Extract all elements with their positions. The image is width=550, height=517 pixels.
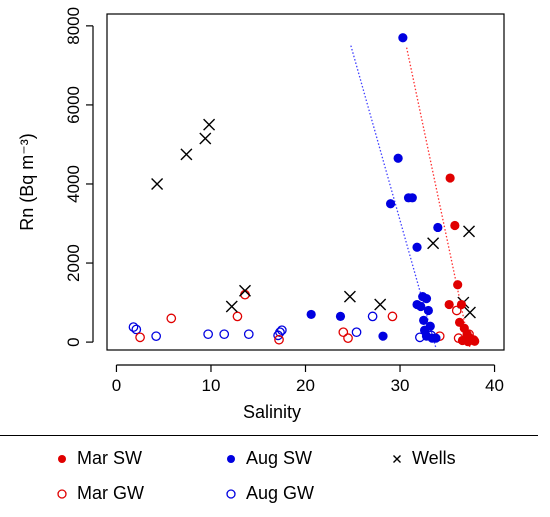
point-mar-sw — [450, 220, 460, 231]
open-red-circle-icon — [57, 488, 67, 499]
point-aug-sw — [335, 311, 346, 321]
point-mar-sw — [456, 299, 467, 310]
plot-frame — [106, 13, 505, 351]
legend-label-mar-sw: Mar SW — [77, 448, 142, 468]
point-wells — [239, 284, 251, 297]
point-mar-gw — [240, 289, 250, 300]
point-mar-sw — [470, 336, 480, 346]
point-wells — [225, 300, 238, 313]
x-axis: 0 10 20 30 40 — [112, 364, 504, 395]
y-axis: 0 2000 4000 6000 8000 — [64, 7, 94, 347]
legend: Mar SW Aug SW Wells Mar GW Aug GW — [0, 435, 550, 515]
filled-red-circle-icon — [58, 454, 66, 463]
y-tick-label: 2000 — [64, 244, 83, 282]
legend-item-wells: Wells — [390, 448, 456, 469]
x-tick-label: 40 — [485, 376, 504, 395]
point-aug-sw — [398, 33, 408, 43]
legend-item-mar-gw: Mar GW — [55, 483, 144, 504]
legend-label-wells: Wells — [412, 448, 456, 468]
y-tick-label: 8000 — [64, 7, 83, 45]
point-mar-gw — [274, 334, 284, 345]
point-aug-gw — [351, 327, 362, 338]
legend-label-aug-sw: Aug SW — [246, 448, 313, 468]
legend-label-mar-gw: Mar GW — [77, 483, 144, 503]
point-aug-sw — [385, 199, 396, 209]
x-tick-label: 20 — [296, 376, 315, 395]
point-mar-gw — [338, 327, 349, 338]
data-points — [128, 33, 480, 347]
point-aug-sw — [433, 222, 443, 233]
point-aug-gw — [367, 311, 378, 322]
point-mar-sw — [453, 280, 463, 290]
point-wells — [463, 306, 476, 319]
point-aug-sw — [431, 333, 441, 343]
y-tick-label: 0 — [64, 337, 83, 346]
point-wells — [463, 225, 476, 238]
open-blue-circle-icon — [226, 488, 236, 499]
point-mar-gw — [451, 305, 462, 316]
point-aug-sw — [378, 331, 388, 341]
point-mar-sw — [444, 299, 454, 310]
point-mar-gw — [343, 333, 353, 343]
legend-divider — [0, 435, 538, 436]
legend-item-mar-sw: Mar SW — [55, 448, 142, 469]
x-axis-title: Salinity — [243, 402, 301, 422]
point-mar-gw — [135, 332, 145, 343]
filled-blue-circle-icon — [227, 454, 235, 463]
point-mar-sw — [463, 337, 473, 347]
y-axis-title: Rn (Bq m⁻³) — [17, 133, 37, 231]
x-tick-label: 10 — [202, 376, 221, 395]
point-mar-gw — [232, 311, 243, 322]
y-tick-label: 4000 — [64, 165, 83, 203]
point-aug-sw — [407, 193, 417, 203]
point-mar-gw — [387, 311, 398, 322]
point-aug-sw — [306, 309, 316, 320]
point-aug-sw — [421, 294, 432, 304]
point-aug-sw — [416, 301, 426, 312]
point-aug-sw — [412, 242, 422, 252]
x-mark-icon — [393, 454, 401, 463]
point-aug-gw — [243, 329, 254, 340]
x-tick-label: 30 — [391, 376, 410, 395]
point-aug-sw — [423, 305, 433, 316]
point-aug-gw — [219, 329, 230, 340]
point-mar-gw — [166, 313, 177, 324]
point-wells — [343, 290, 356, 303]
point-wells — [199, 132, 212, 145]
legend-item-aug-sw: Aug SW — [224, 448, 312, 469]
point-aug-gw — [203, 329, 213, 340]
scatter-chart: 0 10 20 30 40 0 2000 4000 6000 8000 Salinity Rn … — [17, 7, 505, 422]
point-aug-gw — [151, 331, 162, 342]
legend-label-aug-gw: Aug GW — [246, 483, 315, 503]
point-aug-gw — [128, 322, 139, 332]
legend-item-aug-gw: Aug GW — [224, 483, 314, 504]
point-wells — [427, 237, 440, 250]
point-aug-gw — [131, 324, 142, 335]
x-tick-label: 0 — [112, 376, 121, 395]
point-wells — [151, 177, 164, 190]
point-wells — [203, 118, 216, 131]
point-mar-sw — [445, 173, 455, 183]
point-aug-sw — [393, 153, 403, 163]
point-aug-gw — [273, 330, 283, 341]
y-tick-label: 6000 — [64, 86, 83, 124]
point-wells — [374, 298, 387, 311]
point-aug-sw — [419, 315, 429, 325]
point-wells — [180, 148, 193, 161]
